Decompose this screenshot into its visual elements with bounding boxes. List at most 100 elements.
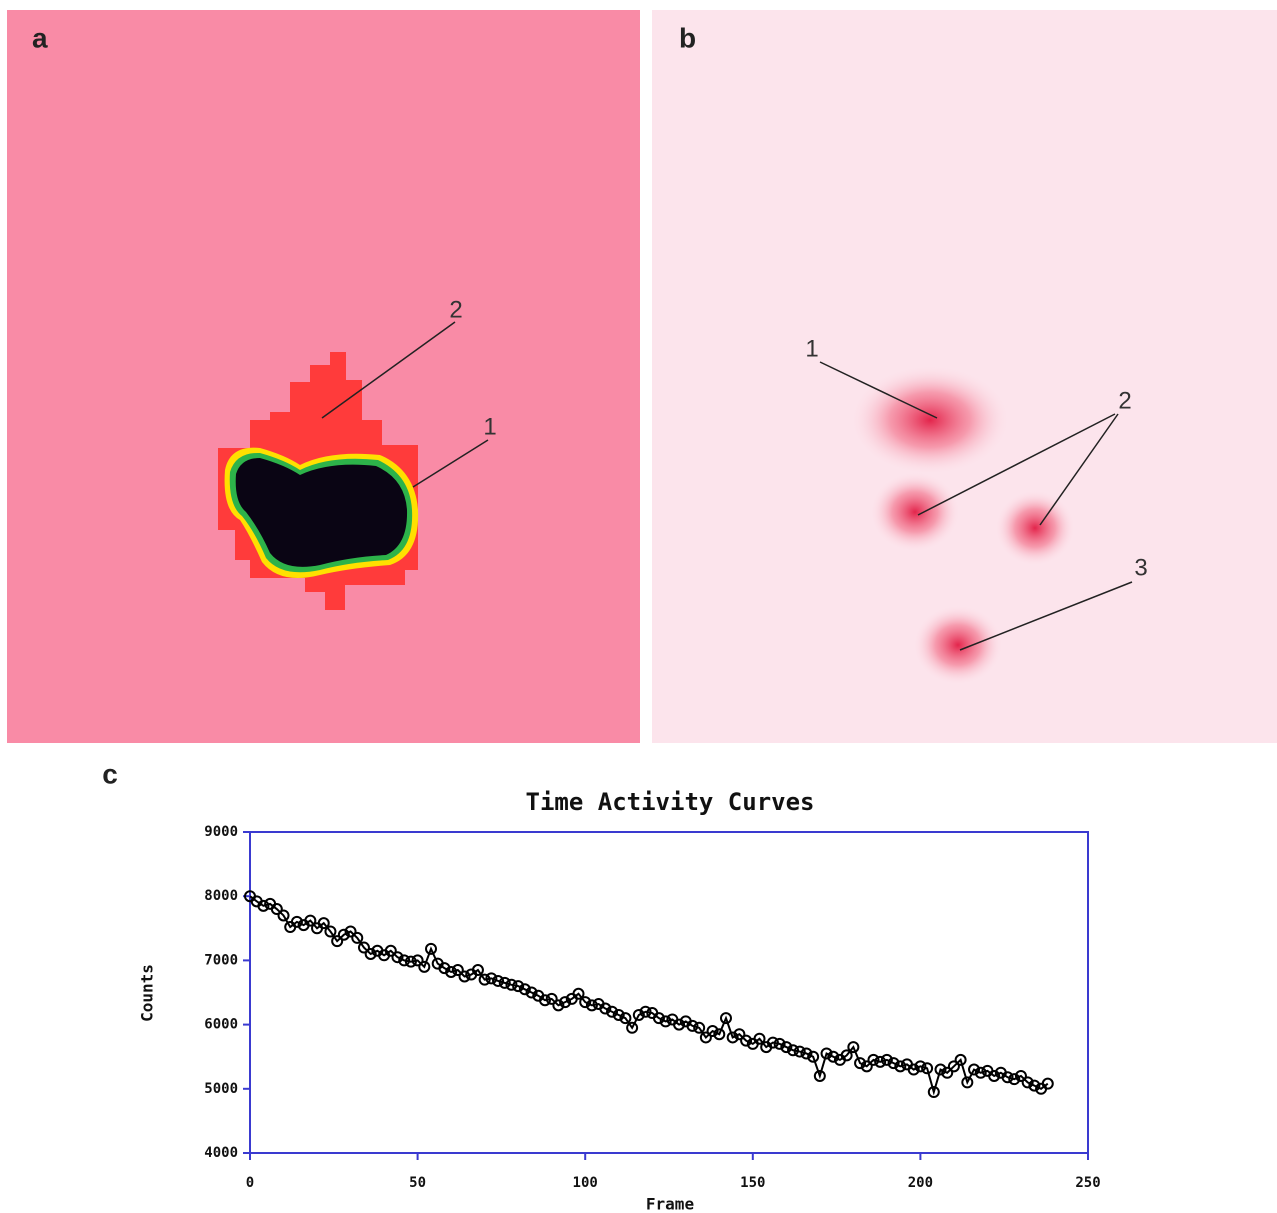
data-point bbox=[947, 1060, 960, 1073]
data-point bbox=[626, 1021, 639, 1034]
data-point bbox=[807, 1050, 820, 1063]
data-point bbox=[740, 1034, 753, 1047]
data-point bbox=[492, 974, 505, 987]
data-point bbox=[787, 1044, 800, 1057]
data-point bbox=[880, 1053, 893, 1066]
data-point bbox=[579, 996, 592, 1009]
data-point bbox=[344, 925, 357, 938]
data-point bbox=[820, 1047, 833, 1060]
y-tick-label: 5000 bbox=[204, 1081, 238, 1097]
data-point bbox=[813, 1069, 826, 1082]
annotation: 3 bbox=[1134, 554, 1147, 581]
data-point bbox=[954, 1053, 967, 1066]
data-point bbox=[290, 915, 303, 928]
data-point bbox=[518, 983, 531, 996]
data-point bbox=[545, 992, 558, 1005]
data-point bbox=[800, 1047, 813, 1060]
annotation-line bbox=[819, 361, 938, 419]
data-point bbox=[726, 1031, 739, 1044]
annotation: 1 bbox=[805, 335, 818, 362]
data-point bbox=[941, 1066, 954, 1079]
data-point bbox=[411, 954, 424, 967]
data-point bbox=[686, 1019, 699, 1032]
data-point bbox=[874, 1055, 887, 1068]
data-point bbox=[572, 987, 585, 1000]
annotation: 2 bbox=[1118, 387, 1131, 414]
data-point bbox=[961, 1076, 974, 1089]
annotation-line bbox=[959, 581, 1133, 651]
data-point bbox=[713, 1028, 726, 1041]
x-tick-label: 150 bbox=[740, 1175, 765, 1191]
data-point bbox=[706, 1025, 719, 1038]
data-point bbox=[364, 947, 377, 960]
data-point bbox=[719, 1012, 732, 1025]
data-point bbox=[331, 935, 344, 948]
data-point bbox=[1008, 1073, 1021, 1086]
data-point bbox=[351, 931, 364, 944]
data-point bbox=[894, 1060, 907, 1073]
organ-outline bbox=[218, 352, 419, 610]
data-point bbox=[733, 1028, 746, 1041]
annotation-line bbox=[917, 413, 1116, 516]
data-point bbox=[968, 1063, 981, 1076]
y-tick-label: 6000 bbox=[204, 1017, 238, 1033]
data-point bbox=[1041, 1077, 1054, 1090]
data-point bbox=[652, 1012, 665, 1025]
data-point bbox=[780, 1041, 793, 1054]
x-tick-label: 0 bbox=[246, 1175, 254, 1191]
data-point bbox=[317, 917, 330, 930]
y-tick-label: 7000 bbox=[204, 952, 238, 968]
data-point bbox=[632, 1008, 645, 1021]
x-tick-label: 200 bbox=[908, 1175, 933, 1191]
data-point bbox=[766, 1036, 779, 1049]
plot-frame bbox=[249, 831, 1089, 1154]
data-point bbox=[552, 999, 565, 1012]
data-point bbox=[585, 999, 598, 1012]
data-point bbox=[927, 1086, 940, 1099]
data-point bbox=[498, 976, 511, 989]
annotation: 1 bbox=[483, 413, 496, 440]
data-point bbox=[1028, 1079, 1041, 1092]
data-point bbox=[753, 1032, 766, 1045]
x-tick-label: 250 bbox=[1075, 1175, 1100, 1191]
data-point bbox=[418, 960, 431, 973]
data-point bbox=[270, 903, 283, 916]
data-point bbox=[404, 955, 417, 968]
data-point bbox=[847, 1041, 860, 1054]
data-point bbox=[384, 944, 397, 957]
data-point bbox=[304, 914, 317, 927]
data-point bbox=[1014, 1069, 1027, 1082]
data-point bbox=[451, 964, 464, 977]
data-point bbox=[860, 1060, 873, 1073]
data-point bbox=[693, 1021, 706, 1034]
data-point bbox=[337, 928, 350, 941]
data-point bbox=[445, 965, 458, 978]
annotation: 2 bbox=[449, 296, 462, 323]
data-point bbox=[1001, 1071, 1014, 1084]
data-line bbox=[249, 895, 1049, 1096]
data-point bbox=[659, 1015, 672, 1028]
data-point bbox=[673, 1018, 686, 1031]
annotation-line bbox=[412, 439, 489, 488]
annotation-line bbox=[321, 321, 456, 419]
data-point bbox=[914, 1060, 927, 1073]
data-point bbox=[1021, 1076, 1034, 1089]
data-point bbox=[974, 1066, 987, 1079]
data-point bbox=[277, 909, 290, 922]
data-point bbox=[324, 925, 337, 938]
data-point bbox=[793, 1045, 806, 1058]
panel-label: a bbox=[32, 22, 48, 53]
data-point bbox=[907, 1063, 920, 1076]
data-point bbox=[699, 1031, 712, 1044]
data-point bbox=[854, 1057, 867, 1070]
data-point bbox=[559, 996, 572, 1009]
data-point bbox=[398, 954, 411, 967]
data-point bbox=[840, 1049, 853, 1062]
data-point bbox=[512, 980, 525, 993]
data-point bbox=[773, 1037, 786, 1050]
panel-label: b bbox=[679, 22, 696, 53]
data-point bbox=[612, 1008, 625, 1021]
data-point bbox=[525, 986, 538, 999]
